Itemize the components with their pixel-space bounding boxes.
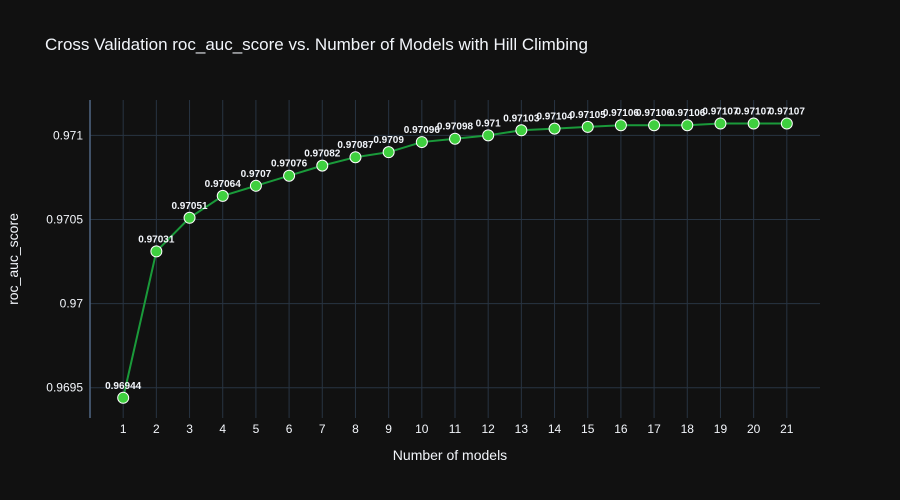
data-point bbox=[681, 119, 694, 132]
data-label: 0.97082 bbox=[304, 149, 341, 160]
x-tick-label: 13 bbox=[515, 422, 529, 436]
data-label: 0.97107 bbox=[702, 107, 739, 118]
grid-lines bbox=[90, 100, 820, 418]
data-label: 0.97064 bbox=[205, 179, 242, 190]
data-label: 0.97031 bbox=[138, 234, 175, 245]
x-tick-label: 15 bbox=[581, 422, 595, 436]
data-label: 0.97106 bbox=[636, 108, 673, 119]
chart-title: Cross Validation roc_auc_score vs. Numbe… bbox=[45, 35, 588, 54]
x-tick-label: 10 bbox=[415, 422, 429, 436]
data-point bbox=[482, 129, 495, 142]
x-tick-label: 9 bbox=[385, 422, 392, 436]
x-tick-label: 14 bbox=[548, 422, 562, 436]
data-point bbox=[117, 391, 130, 404]
data-label: 0.97051 bbox=[171, 201, 208, 212]
data-point bbox=[548, 122, 561, 135]
data-label: 0.97105 bbox=[570, 110, 607, 121]
data-point bbox=[780, 117, 793, 130]
data-point bbox=[714, 117, 727, 130]
x-tick-label: 21 bbox=[780, 422, 794, 436]
x-tick-label: 2 bbox=[153, 422, 160, 436]
data-point bbox=[382, 146, 395, 159]
data-point bbox=[349, 151, 362, 164]
x-tick-label: 5 bbox=[253, 422, 260, 436]
data-point bbox=[283, 169, 296, 182]
data-point bbox=[415, 136, 428, 149]
data-labels: 0.96944 0.97031 0.97051 0.970640.97070.9707… bbox=[105, 107, 805, 392]
data-label: 0.9707 bbox=[241, 169, 272, 180]
y-tick-label: 0.9705 bbox=[46, 212, 83, 226]
data-point bbox=[614, 119, 627, 132]
x-tick-label: 18 bbox=[681, 422, 695, 436]
data-label: 0.97106 bbox=[669, 108, 706, 119]
x-tick-label: 4 bbox=[219, 422, 226, 436]
x-tick-label: 17 bbox=[647, 422, 661, 436]
data-label: 0.96944 bbox=[105, 381, 142, 392]
data-label: 0.9709 bbox=[373, 135, 404, 146]
data-point bbox=[150, 245, 163, 258]
data-label: 0.97107 bbox=[736, 107, 773, 118]
data-label: 0.97076 bbox=[271, 159, 308, 170]
data-point bbox=[747, 117, 760, 130]
y-axis-ticks: 0.9695 0.97 0.9705 0.971 bbox=[46, 128, 83, 394]
data-label: 0.97098 bbox=[437, 122, 474, 133]
data-point bbox=[449, 132, 461, 145]
data-label: 0.97107 bbox=[769, 107, 806, 118]
x-tick-label: 11 bbox=[449, 422, 462, 436]
y-axis-title: roc_auc_score bbox=[5, 213, 21, 305]
data-point bbox=[183, 211, 196, 224]
data-point bbox=[216, 189, 229, 202]
data-label: 0.971 bbox=[476, 118, 501, 129]
y-tick-label: 0.971 bbox=[53, 128, 83, 142]
x-tick-label: 6 bbox=[286, 422, 293, 436]
data-point bbox=[249, 179, 262, 192]
x-tick-label: 16 bbox=[614, 422, 628, 436]
data-label: 0.97104 bbox=[536, 112, 573, 123]
x-tick-label: 1 bbox=[120, 422, 127, 436]
y-tick-label: 0.97 bbox=[60, 297, 84, 311]
x-tick-label: 12 bbox=[482, 422, 496, 436]
data-label: 0.97103 bbox=[503, 113, 540, 124]
data-label: 0.97096 bbox=[404, 125, 441, 136]
x-tick-label: 3 bbox=[186, 422, 193, 436]
x-axis-ticks: 1 2 3 4 5 6 7 8 9 10 11 12 13 14 15 16 17 18 19 20 21 bbox=[120, 422, 794, 436]
x-tick-label: 19 bbox=[714, 422, 728, 436]
data-points bbox=[117, 117, 793, 404]
data-point bbox=[648, 119, 661, 132]
data-label: 0.97087 bbox=[337, 140, 374, 151]
x-tick-label: 20 bbox=[747, 422, 761, 436]
data-point bbox=[316, 159, 329, 172]
y-tick-label: 0.9695 bbox=[46, 381, 83, 395]
data-point bbox=[515, 124, 528, 137]
x-axis-title: Number of models bbox=[393, 447, 507, 463]
data-label: 0.97106 bbox=[603, 108, 640, 119]
x-tick-label: 8 bbox=[352, 422, 359, 436]
data-point bbox=[581, 120, 594, 133]
x-tick-label: 7 bbox=[319, 422, 326, 436]
